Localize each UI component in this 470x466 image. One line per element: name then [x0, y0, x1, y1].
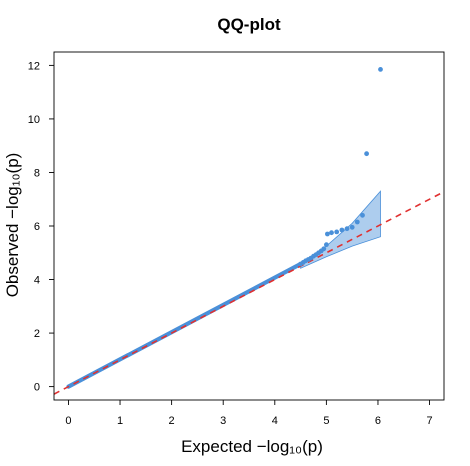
data-point — [324, 242, 329, 248]
plot-frame — [53, 51, 445, 401]
y-tick-label: 4 — [34, 275, 40, 287]
data-point — [334, 229, 340, 235]
data-point — [364, 151, 369, 157]
x-tick-label: 0 — [65, 415, 71, 427]
reference-line — [54, 191, 444, 395]
reference-line-group — [54, 191, 444, 395]
plot-area — [53, 51, 445, 401]
x-tick-label: 3 — [220, 415, 226, 427]
data-point — [354, 219, 360, 225]
watermark-text: 知乎 @Bioinfor生信云 — [326, 437, 458, 453]
data-point — [329, 230, 334, 236]
data-point — [349, 224, 355, 230]
y-axis: 0 2 4 6 8 10 12 — [28, 60, 54, 394]
y-tick-label: 2 — [34, 328, 40, 340]
x-tick-label: 1 — [117, 415, 123, 427]
chart-title: QQ-plot — [217, 15, 281, 34]
y-tick-label: 8 — [34, 167, 40, 179]
x-axis: 0 1 2 3 4 5 6 7 — [65, 400, 433, 427]
x-tick-label: 4 — [272, 415, 278, 427]
y-tick-label: 10 — [28, 114, 40, 126]
y-tick-label: 12 — [28, 60, 40, 72]
data-point — [360, 212, 365, 218]
x-tick-label: 7 — [426, 415, 432, 427]
y-tick-label: 0 — [34, 382, 40, 394]
x-tick-label: 2 — [169, 415, 175, 427]
y-axis-label: Observed −log₁₀(p) — [3, 153, 22, 298]
data-point — [321, 246, 327, 252]
x-axis-label: Expected −log₁₀(p) — [181, 437, 323, 456]
data-point — [325, 231, 330, 237]
y-tick-label: 6 — [34, 221, 40, 233]
x-tick-label: 6 — [375, 415, 381, 427]
data-point — [378, 67, 383, 72]
data-point — [344, 226, 350, 232]
data-point — [339, 227, 345, 233]
x-tick-label: 5 — [323, 415, 329, 427]
